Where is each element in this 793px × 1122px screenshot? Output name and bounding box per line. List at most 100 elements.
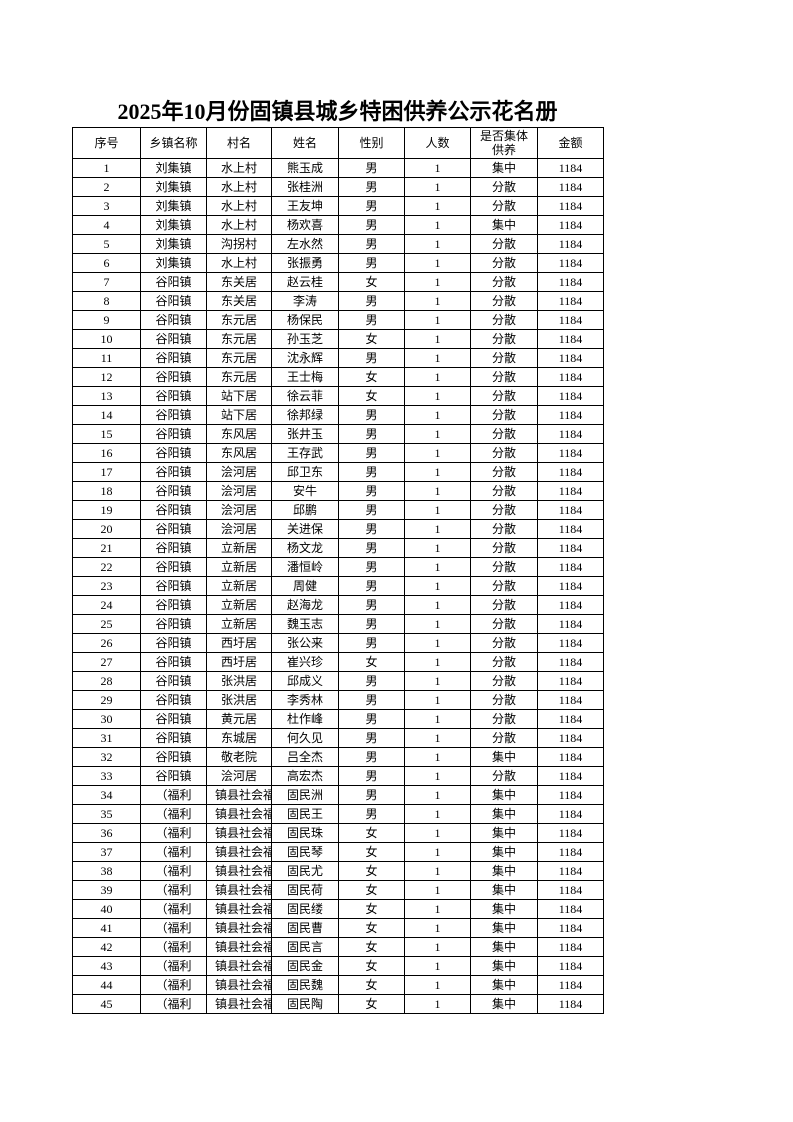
table-cell: 固民金 <box>271 956 339 976</box>
table-cell: 集中 <box>470 823 538 843</box>
table-cell: 41 <box>72 918 141 938</box>
table-cell: 男 <box>338 500 405 520</box>
table-cell: 邱成义 <box>271 671 339 691</box>
table-cell: 8 <box>72 291 141 311</box>
table-cell: 固民魏 <box>271 975 339 995</box>
table-cell: 张井玉 <box>271 424 339 444</box>
table-cell: 23 <box>72 576 141 596</box>
table-row: 6 刘集镇 水上村 张振勇男 1 分散 1184 <box>72 253 604 273</box>
table-cell: 1 <box>404 671 471 691</box>
table-cell: 东关居 <box>206 272 272 292</box>
table-cell: 西圩居 <box>206 652 272 672</box>
table-cell: 分散 <box>470 196 538 216</box>
table-cell: 集中 <box>470 956 538 976</box>
table-cell: 30 <box>72 709 141 729</box>
table-cell: 固民洲 <box>271 785 339 805</box>
table-row: 38（福利镇县社会福利固民尤女1集中1184 <box>72 861 604 881</box>
table-cell: 男 <box>338 405 405 425</box>
table-cell: 镇县社会福利 <box>206 994 272 1014</box>
table-cell: 镇县社会福利 <box>206 785 272 805</box>
table-cell: （福利 <box>140 899 207 919</box>
table-cell: 东元居 <box>206 329 272 349</box>
table-cell: 22 <box>72 557 141 577</box>
table-cell: 1 <box>404 481 471 501</box>
table-cell: 1184 <box>537 614 604 634</box>
table-cell: 谷阳镇 <box>140 671 207 691</box>
header-row: 序号 乡镇名称 村名 姓名 性别 人数 是否集体供养 金额 <box>72 127 604 159</box>
table-row: 40（福利镇县社会福利固民缕女1集中1184 <box>72 899 604 919</box>
table-cell: 男 <box>338 196 405 216</box>
table-cell: 1184 <box>537 633 604 653</box>
table-cell: 5 <box>72 234 141 254</box>
table-cell: 男 <box>338 481 405 501</box>
table-cell: 1 <box>404 614 471 634</box>
table-cell: 分散 <box>470 405 538 425</box>
table-cell: 魏玉志 <box>271 614 339 634</box>
table-cell: 女 <box>338 994 405 1014</box>
table-cell: 浍河居 <box>206 462 272 482</box>
table-cell: 1 <box>404 158 471 178</box>
table-cell: 1 <box>404 462 471 482</box>
table-cell: 24 <box>72 595 141 615</box>
table-cell: 1 <box>404 500 471 520</box>
table-cell: 女 <box>338 861 405 881</box>
table-cell: 镇县社会福利 <box>206 918 272 938</box>
table-cell: 男 <box>338 785 405 805</box>
table-cell: 西圩居 <box>206 633 272 653</box>
table-cell: 1184 <box>537 652 604 672</box>
table-cell: 东元居 <box>206 348 272 368</box>
table-cell: 分散 <box>470 443 538 463</box>
column-header: 乡镇名称 <box>140 127 207 159</box>
table-cell: 谷阳镇 <box>140 386 207 406</box>
table-cell: 39 <box>72 880 141 900</box>
table-row: 25 谷阳镇 立新居 魏玉志男 1 分散 1184 <box>72 614 604 634</box>
table-cell: 镇县社会福利 <box>206 975 272 995</box>
table-cell: 男 <box>338 291 405 311</box>
table-cell: 1 <box>404 253 471 273</box>
table-cell: 站下居 <box>206 405 272 425</box>
table-cell: 男 <box>338 728 405 748</box>
table-cell: 女 <box>338 899 405 919</box>
table-cell: （福利 <box>140 861 207 881</box>
table-cell: 固民王 <box>271 804 339 824</box>
table-row: 44（福利镇县社会福利固民魏女1集中1184 <box>72 975 604 995</box>
table-cell: 1184 <box>537 557 604 577</box>
table-cell: 1184 <box>537 310 604 330</box>
table-cell: 26 <box>72 633 141 653</box>
table-cell: 44 <box>72 975 141 995</box>
table-cell: 1184 <box>537 158 604 178</box>
table-cell: 分散 <box>470 652 538 672</box>
table-cell: 王士梅 <box>271 367 339 387</box>
table-cell: 集中 <box>470 880 538 900</box>
table-cell: 1184 <box>537 291 604 311</box>
table-cell: 分散 <box>470 481 538 501</box>
table-cell: 徐邦绿 <box>271 405 339 425</box>
table-cell: 1 <box>404 215 471 235</box>
table-row: 43（福利镇县社会福利固民金女1集中1184 <box>72 956 604 976</box>
table-cell: 镇县社会福利 <box>206 861 272 881</box>
table-cell: 左水然 <box>271 234 339 254</box>
table-cell: 1184 <box>537 576 604 596</box>
title: 2025年10月份固镇县城乡特困供养公示花名册 <box>117 99 558 124</box>
table-cell: 镇县社会福利 <box>206 880 272 900</box>
table-row: 39（福利镇县社会福利固民荷女1集中1184 <box>72 880 604 900</box>
table-cell: 17 <box>72 462 141 482</box>
table-cell: 男 <box>338 158 405 178</box>
table-cell: 女 <box>338 329 405 349</box>
table-cell: 李秀林 <box>271 690 339 710</box>
table-cell: 1184 <box>537 253 604 273</box>
table-cell: 女 <box>338 652 405 672</box>
table-row: 17 谷阳镇 浍河居 邱卫东男 1 分散 1184 <box>72 462 604 482</box>
table-row: 11 谷阳镇 东元居 沈永辉男 1 分散 1184 <box>72 348 604 368</box>
table-cell: 1 <box>404 234 471 254</box>
table-cell: 张公来 <box>271 633 339 653</box>
table-cell: 1184 <box>537 538 604 558</box>
table-cell: （福利 <box>140 994 207 1014</box>
table-cell: 熊玉成 <box>271 158 339 178</box>
table-cell: 43 <box>72 956 141 976</box>
table-cell: （福利 <box>140 975 207 995</box>
table-cell: 谷阳镇 <box>140 747 207 767</box>
table-cell: 立新居 <box>206 595 272 615</box>
table-cell: 1 <box>404 443 471 463</box>
table-cell: 分散 <box>470 766 538 786</box>
